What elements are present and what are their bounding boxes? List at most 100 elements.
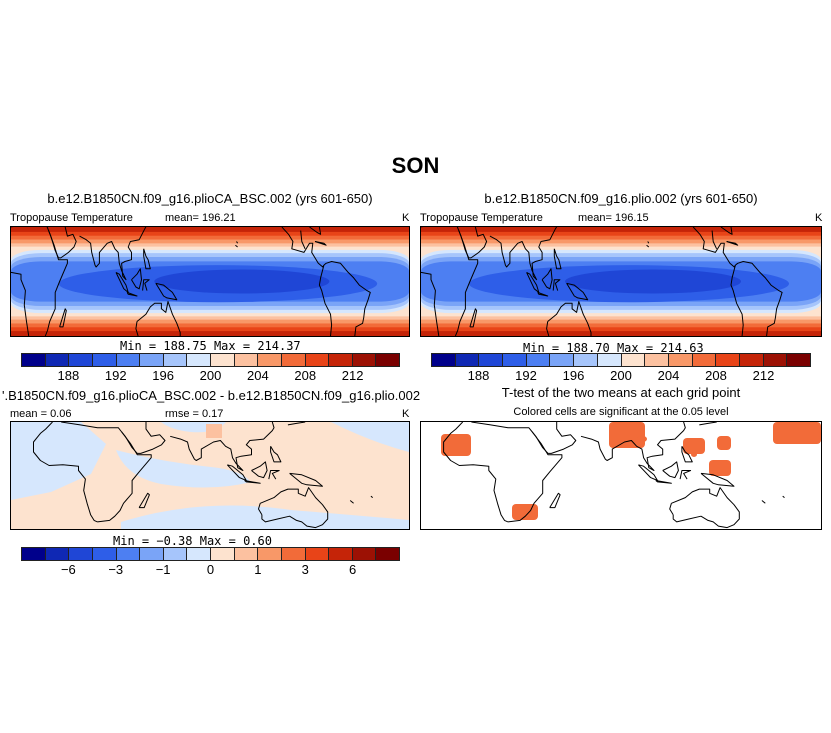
ttest-map-coastline: [662, 461, 679, 479]
experiment-colorbar-tick-label: 212: [752, 368, 775, 383]
experiment-min-value: 188.70: [566, 341, 610, 355]
ttest-map-coastline: [580, 422, 686, 471]
difference-colorbar-swatch: [45, 548, 70, 560]
control-colorbar-tick-label: 204: [247, 368, 269, 383]
control-map-coastlines: [11, 227, 371, 336]
control-colorbar-swatch: [163, 354, 188, 366]
difference-colorbar-tick-label: −3: [108, 562, 124, 577]
experiment-colorbar: [431, 353, 811, 367]
control-colorbar-swatch: [45, 354, 70, 366]
difference-map-coastline: [251, 461, 268, 479]
control-colorbar: [21, 353, 400, 367]
control-colorbar-swatch: [258, 354, 282, 366]
control-map-coastline: [126, 291, 138, 297]
difference-map-coastline: [270, 446, 282, 463]
experiment-title: b.e12.B1850CN.f09_g16.plio.002 (yrs 601-…: [484, 191, 758, 206]
experiment-map-coastline: [526, 271, 540, 293]
experiment-map-coastline: [553, 248, 562, 270]
ttest-map-significant-cell: [609, 422, 645, 448]
experiment-map-coastline: [566, 282, 589, 301]
experiment-colorbar-swatch: [526, 354, 551, 366]
ttest-subtitle: Colored cells are significant at the 0.0…: [513, 406, 729, 418]
control-map-coastline: [300, 230, 306, 250]
experiment-colorbar-swatch: [621, 354, 646, 366]
difference-colorbar-tick-label: 0: [206, 562, 215, 577]
experiment-map-coastline: [541, 268, 553, 290]
control-colorbar-swatch: [281, 354, 306, 366]
page-title: SON: [391, 153, 440, 178]
difference-map-negative-patch: [11, 422, 106, 500]
control-colorbar-swatch: [234, 354, 259, 366]
experiment-colorbar-swatch: [479, 354, 504, 366]
control-colorbar-swatch: [211, 354, 235, 366]
difference-colorbar-swatch: [329, 548, 353, 560]
experiment-map-coastline: [421, 271, 440, 336]
ttest-map-coastline: [671, 487, 740, 529]
control-colorbar-swatch: [92, 354, 117, 366]
ttest-map-coastline: [471, 422, 563, 523]
difference-minmax: Min = −0.38 Max = 0.60: [113, 534, 272, 548]
control-title: b.e12.B1850CN.f09_g16.plioCA_BSC.002 (yr…: [47, 191, 373, 206]
experiment-colorbar-swatch: [739, 354, 764, 366]
ttest-map: [420, 421, 822, 530]
control-max-value: 214.37: [257, 339, 301, 353]
experiment-colorbar-swatch: [692, 354, 717, 366]
experiment-max-value: 214.63: [660, 341, 704, 355]
difference-map-coastline: [268, 470, 280, 480]
ttest-map-coastline: [443, 422, 509, 523]
control-map-coastline: [11, 227, 68, 336]
difference-colorbar-swatch: [22, 548, 46, 560]
experiment-map-coastline: [421, 227, 479, 336]
experiment-map-coastline: [720, 227, 733, 235]
experiment-colorbar-tick-label: 200: [610, 368, 632, 383]
experiment-colorbar-swatch: [503, 354, 527, 366]
control-colorbar-tick-label: 192: [104, 368, 127, 383]
control-map-coastline: [11, 271, 30, 336]
control-colorbar-ticks: 188 192 196 200 204 208 212: [21, 368, 400, 384]
difference-rmse-value: 0.17: [202, 408, 224, 420]
experiment-colorbar-swatch: [716, 354, 740, 366]
control-map-coastline: [135, 321, 139, 336]
experiment-map-coastline: [692, 227, 736, 268]
ttest-map-significant-cell: [441, 434, 471, 456]
difference-map-coastline: [138, 492, 150, 509]
experiment-units: K: [815, 212, 823, 224]
ttest-map-coastline: [700, 472, 735, 487]
difference-map-coastline: [287, 422, 306, 426]
ttest-map-coastline: [669, 503, 674, 515]
control-map-coastline: [131, 268, 142, 290]
control-colorbar-swatch: [22, 354, 46, 366]
experiment-colorbar-tick-label: 204: [657, 368, 680, 383]
difference-colorbar: [21, 547, 400, 561]
control-map-coastline: [142, 279, 150, 291]
ttest-map-coastline: [549, 492, 561, 509]
difference-rmse: rmse = 0.17: [165, 408, 223, 420]
experiment-mean-value: 196.15: [615, 212, 649, 224]
control-colorbar-swatch: [140, 354, 164, 366]
experiment-minmax: Min = 188.70 Max = 214.63: [523, 341, 704, 355]
ttest-map-significant-cell: [637, 436, 647, 442]
control-units: K: [402, 212, 410, 224]
experiment-map-coastline: [730, 264, 744, 336]
difference-colorbar-swatch: [281, 548, 306, 560]
experiment-colorbar-tick-label: 196: [562, 368, 585, 383]
difference-mean-value: 0.06: [50, 408, 72, 420]
difference-colorbar-swatch: [376, 548, 399, 560]
control-colorbar-tick-label: 208: [294, 368, 317, 383]
control-colorbar-tick-label: 196: [152, 368, 174, 383]
experiment-mean-label: mean=: [578, 212, 612, 224]
difference-colorbar-swatch: [163, 548, 188, 560]
experiment-colorbar-swatch: [574, 354, 598, 366]
difference-colorbar-tick-label: 6: [349, 562, 357, 577]
control-colorbar-tick-label: 188: [57, 368, 80, 383]
difference-map-coastline: [258, 503, 263, 515]
ttest-map-significant-cell: [512, 504, 538, 520]
control-colorbar-swatch: [305, 354, 330, 366]
difference-mean: mean = 0.06: [10, 408, 71, 420]
experiment-colorbar-tick-label: 192: [515, 368, 537, 383]
control-colorbar-tick-label: 200: [199, 368, 222, 383]
control-map-coastline: [281, 227, 325, 268]
difference-colorbar-swatch: [187, 548, 211, 560]
ttest-map-significant-cell: [717, 436, 731, 450]
experiment-map-coastline: [469, 308, 478, 328]
